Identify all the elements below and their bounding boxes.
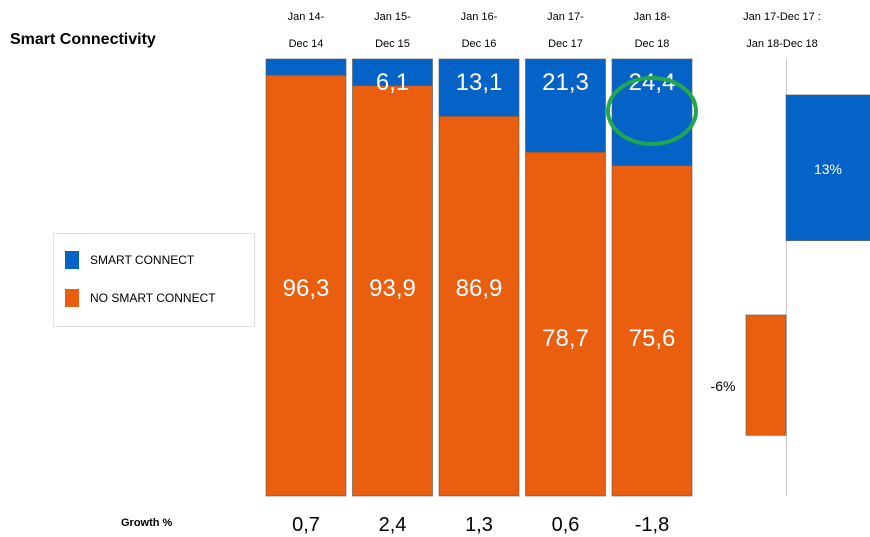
category-label: Dec 15 (375, 38, 410, 50)
legend-label: NO SMART CONNECT (90, 291, 216, 305)
change-bar-no-smart-connect (745, 314, 787, 436)
data-label-no-smart-connect: 96,3 (283, 275, 330, 302)
bar-no-smart-connect (438, 115, 520, 497)
category-label: Jan 15- (374, 11, 411, 23)
category-label: Jan 18- (634, 11, 671, 23)
data-label-smart-connect: 21,3 (542, 69, 589, 96)
legend-item-smart-connect: SMART CONNECT (65, 250, 194, 270)
data-label-no-smart-connect: 86,9 (456, 275, 503, 302)
growth-label: Growth % (121, 517, 173, 529)
bar-smart-connect (525, 58, 606, 153)
category-label: Dec 17 (548, 38, 583, 50)
category-label: Jan 14- (288, 11, 325, 23)
category-label: Dec 16 (462, 38, 497, 50)
legend: SMART CONNECT NO SMART CONNECT (53, 233, 255, 327)
data-label-smart-connect: 24,4 (629, 69, 676, 96)
legend-item-no-smart-connect: NO SMART CONNECT (65, 288, 216, 308)
growth-value: 1,3 (465, 514, 493, 536)
highlight-ellipse (606, 76, 698, 146)
bar-smart-connect (438, 58, 520, 117)
data-label-no-smart-connect: 75,6 (629, 325, 676, 352)
category-label: Jan 17-Dec 17 : (743, 11, 821, 23)
category-label: Jan 16- (461, 11, 498, 23)
legend-label: SMART CONNECT (90, 253, 195, 267)
bar-no-smart-connect (525, 151, 606, 497)
growth-value: 0,7 (292, 514, 320, 536)
chart-title: Smart Connectivity (10, 31, 156, 48)
growth-value: -1,8 (635, 514, 669, 536)
bar-no-smart-connect (265, 74, 347, 497)
change-label: 13% (814, 161, 842, 177)
category-label: Dec 14 (289, 38, 324, 50)
category-label: Jan 18-Dec 18 (746, 38, 818, 50)
bar-no-smart-connect (611, 165, 693, 497)
bar-smart-connect (265, 58, 347, 76)
category-label: Jan 17- (547, 11, 584, 23)
growth-value: 0,6 (552, 514, 580, 536)
data-label-smart-connect: 13,1 (456, 69, 503, 96)
change-bar-smart-connect (785, 94, 870, 241)
data-label-no-smart-connect: 78,7 (542, 325, 589, 352)
growth-value: 2,4 (379, 514, 407, 536)
legend-swatch-smart-connect (65, 251, 79, 269)
data-label-smart-connect: 6,1 (376, 69, 409, 96)
category-label: Dec 18 (635, 38, 670, 50)
legend-swatch-no-smart-connect (65, 289, 79, 307)
bar-no-smart-connect (352, 85, 433, 497)
data-label-no-smart-connect: 93,9 (369, 275, 416, 302)
change-label: -6% (711, 378, 736, 394)
